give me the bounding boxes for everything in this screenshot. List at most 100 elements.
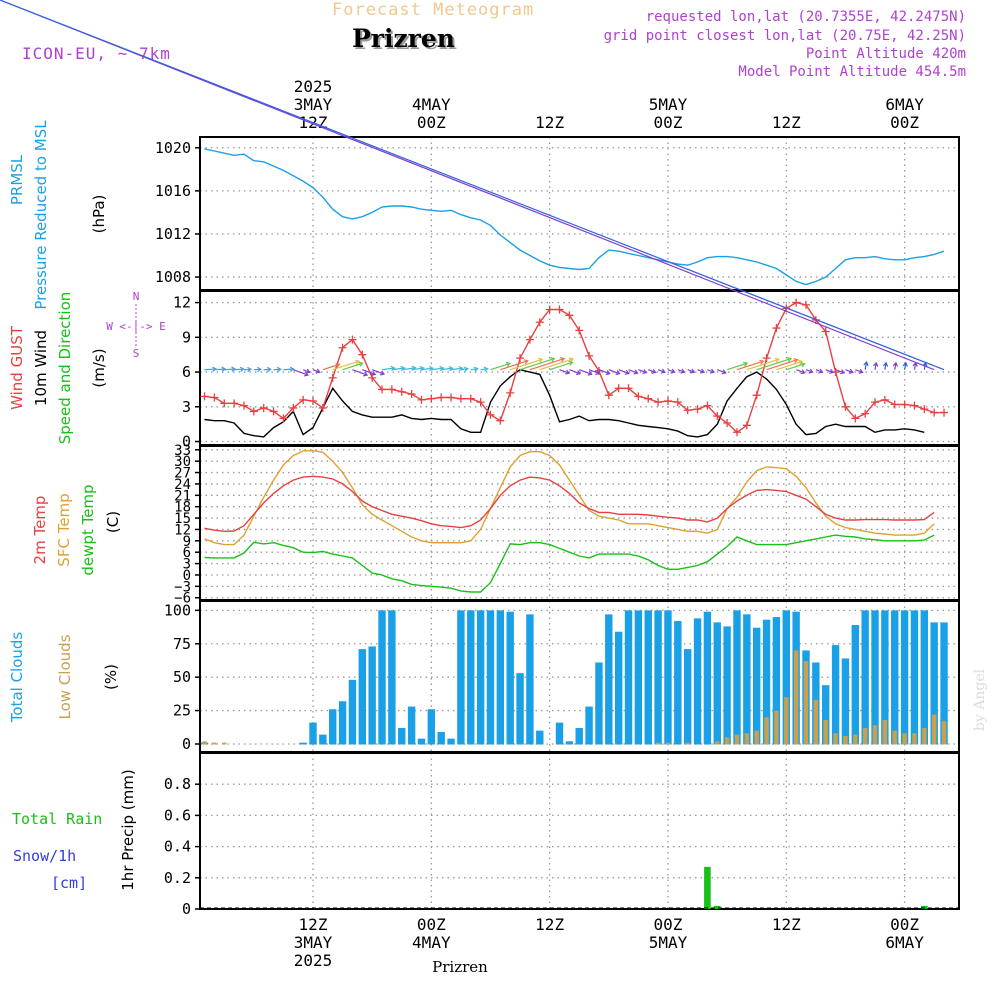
gust-marker (752, 391, 761, 400)
bottom-time-label: 00Z (890, 915, 919, 934)
y-tick-label-clouds: 0 (182, 735, 191, 753)
total-cloud-bar (654, 610, 662, 745)
wind-arrow (657, 369, 666, 373)
total-cloud-bar (605, 614, 613, 745)
gust-marker (851, 414, 860, 423)
wind-arrow-head (858, 368, 864, 374)
wind-arrow (421, 367, 433, 371)
wind-arrow-head (363, 371, 369, 377)
bottom-time-label: 12Z (535, 915, 564, 934)
low-cloud-bar (665, 742, 671, 745)
y-tick-label-temperature: 27 (174, 466, 191, 482)
gust-marker (940, 408, 949, 417)
gust-marker (575, 326, 584, 335)
gust-marker (506, 388, 515, 397)
wind-arrow-head (670, 368, 676, 374)
compass-west-east: W <-|-> E (106, 320, 166, 333)
rain-bar (713, 905, 721, 909)
total-cloud-bar (861, 610, 869, 745)
total-cloud-bar (368, 646, 376, 745)
wind-arrow (283, 368, 294, 371)
gust-marker (545, 305, 554, 314)
gust-marker (309, 397, 317, 405)
low-cloud-bar (715, 741, 720, 745)
compass-north: N (133, 290, 140, 303)
total-cloud-bar (398, 727, 406, 745)
requested-location: requested lon,lat (20.7355E, 42.2475N) (645, 9, 966, 25)
total-cloud-bar (565, 741, 574, 745)
wind-arrow-head (276, 366, 282, 373)
gust-marker (821, 327, 830, 336)
wind-arrow-head (428, 365, 434, 372)
y-tick-label-wind: 6 (182, 363, 191, 381)
gust-marker (930, 408, 939, 417)
wind-arrow (293, 369, 309, 376)
gust-marker (713, 412, 722, 421)
gust-marker (407, 390, 416, 399)
wind-arrow (411, 367, 424, 371)
low-cloud-bar (734, 734, 740, 745)
rain-bar (704, 866, 711, 909)
y-tick-label-wind: 3 (182, 398, 191, 416)
wind-arrow (687, 369, 695, 373)
total-cloud-bar (467, 610, 475, 745)
wind-arrow (864, 361, 868, 370)
y-tick-label-temperature: 12 (174, 522, 191, 538)
low-cloud-bar (724, 737, 730, 745)
wind-arrow-head (615, 370, 621, 376)
wind-arrow-head (605, 370, 611, 376)
wind-direction-label: Speed and Direction (56, 292, 74, 445)
gust-marker (663, 397, 672, 405)
gust-marker (387, 385, 396, 394)
wind-arrow (746, 358, 779, 371)
wind-arrow-head (463, 366, 469, 372)
snow-unit-legend: [cm] (51, 874, 87, 892)
wind-arrow-head (239, 366, 245, 372)
gust-marker (200, 392, 209, 401)
low-cloud-bar (843, 735, 848, 745)
low-cloud-bar (912, 733, 917, 745)
wind-arrow-head (538, 357, 544, 363)
total-cloud-bar (309, 722, 317, 745)
gust-marker (683, 406, 692, 415)
y-tick-label-wind: 9 (182, 328, 191, 346)
gust-marker (456, 394, 465, 403)
wind-arrow (726, 362, 748, 371)
wind-arrow-head (315, 368, 321, 374)
total-cloud-bar (723, 626, 731, 745)
panel-frame-wind (199, 290, 960, 446)
low-cloud-bar (931, 714, 937, 745)
wind-arrow-head (793, 358, 799, 364)
temp-dewpoint-label: dewpt Temp (79, 484, 97, 575)
point-altitude: Point Altitude 420m (805, 46, 966, 62)
gust-marker (220, 399, 229, 408)
panel-frame-pressure (199, 136, 960, 291)
gust-marker (565, 311, 574, 320)
wind-arrow (401, 367, 416, 371)
y-tick-label-temperature: 9 (183, 534, 191, 550)
watermark: by Angel (972, 668, 988, 731)
wind-arrow-head (873, 361, 879, 367)
low-cloud-bar (685, 742, 690, 745)
gust-marker (348, 335, 357, 344)
gust-marker (299, 395, 308, 404)
wind-arrow (214, 368, 226, 371)
y-tick-label-clouds: 100 (164, 601, 191, 619)
wind-arrow (559, 369, 570, 374)
wind-arrow-head (568, 360, 574, 366)
total-cloud-bar (614, 631, 623, 745)
wind-arrow (332, 360, 360, 371)
wind-arrow (697, 369, 705, 373)
total-cloud-bar (634, 610, 643, 745)
wind-arrow-head (680, 368, 686, 374)
pressure-label-full: Pressure Reduced to MSL (32, 120, 50, 310)
precip-bars (200, 866, 959, 909)
y-tick-label-precip: 0.4 (164, 838, 191, 856)
top-time-label: 00Z (654, 113, 683, 132)
gust-marker (486, 410, 495, 419)
gust-marker (693, 405, 702, 414)
gust-marker (841, 402, 850, 411)
total-cloud-bar (920, 610, 929, 745)
gust-marker (525, 335, 534, 344)
y-tick-label-temperature: −3 (174, 579, 191, 595)
